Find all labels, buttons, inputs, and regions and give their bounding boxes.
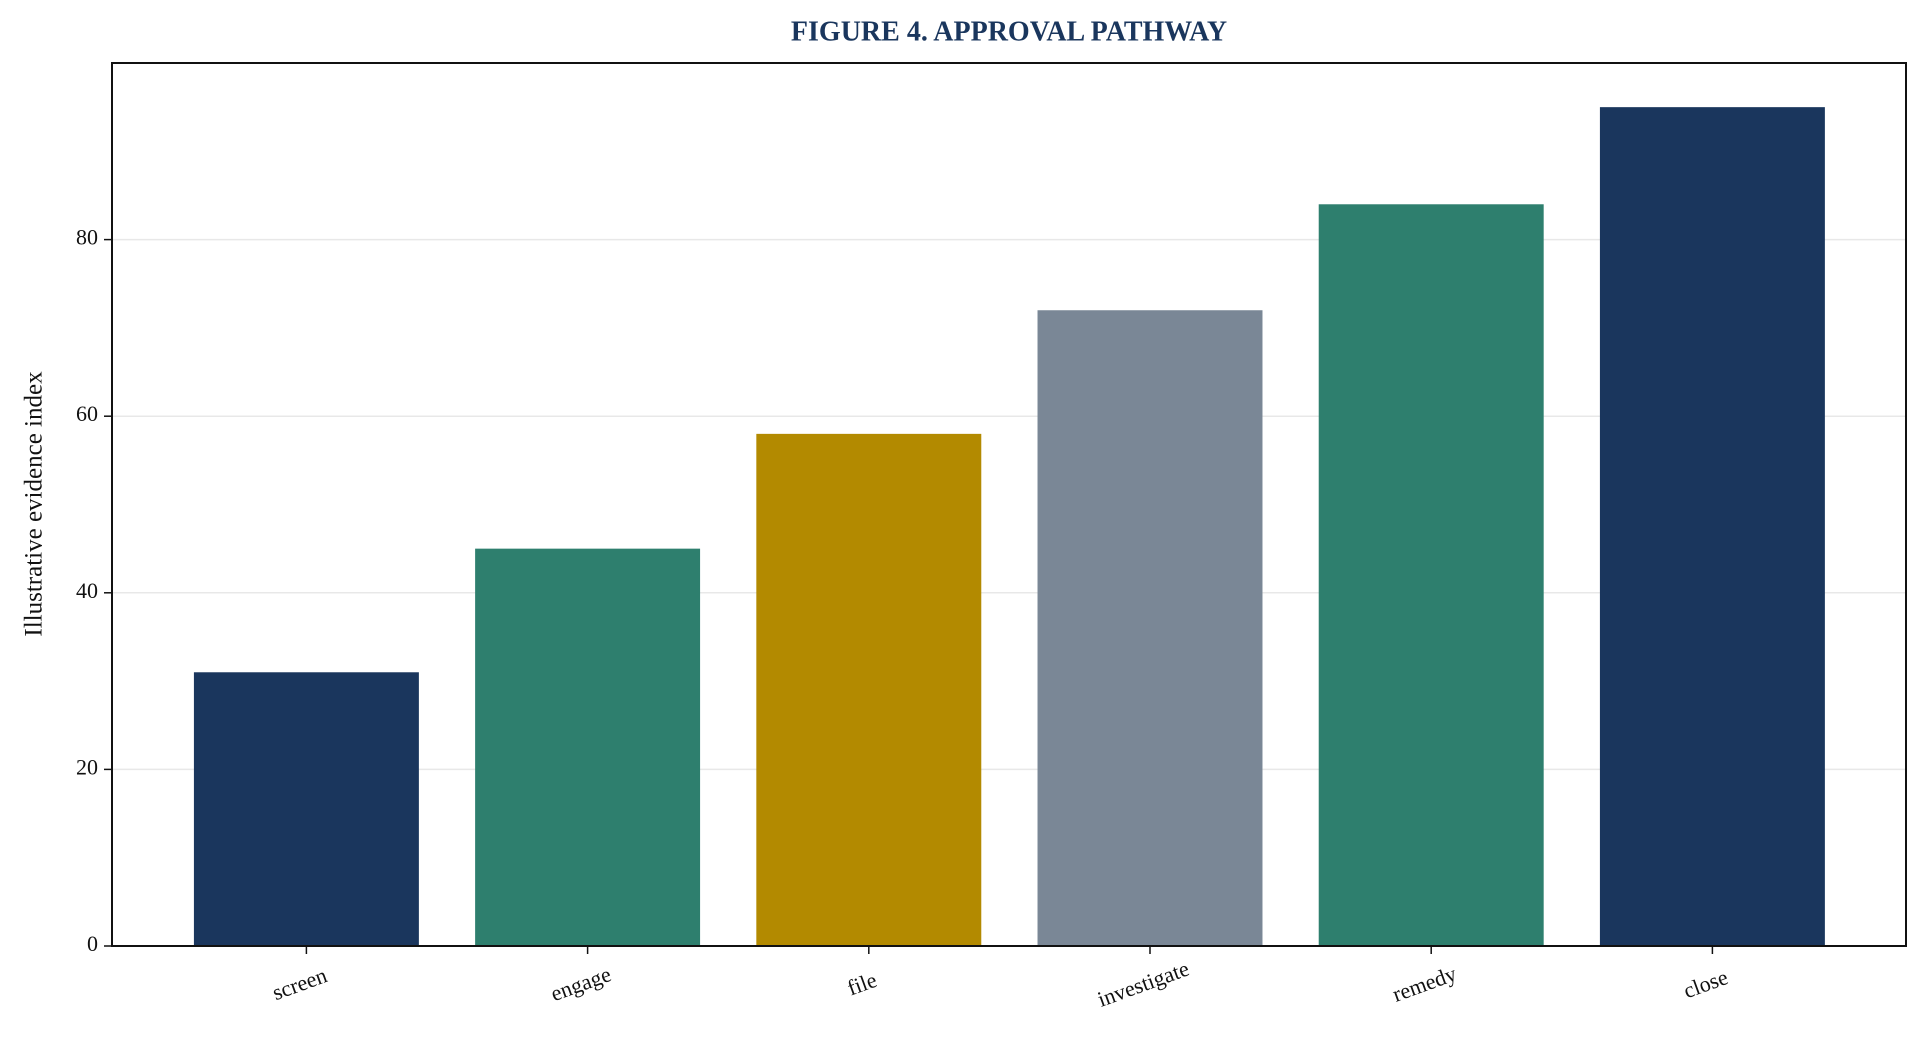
bar	[193, 672, 419, 946]
y-tick-label: 60	[76, 401, 98, 426]
bar	[1037, 310, 1263, 946]
x-tick-label: file	[844, 967, 880, 1001]
chart-title: FIGURE 4. APPROVAL PATHWAY	[791, 16, 1227, 47]
y-axis-label: Illustrative evidence index	[21, 371, 48, 637]
x-tick-label: investigate	[1094, 956, 1192, 1012]
y-tick-label: 0	[87, 931, 98, 956]
x-tick-label: close	[1680, 964, 1731, 1003]
bar	[756, 433, 982, 946]
x-tick-label: remedy	[1389, 961, 1460, 1007]
x-tick-label: engage	[547, 961, 614, 1006]
y-tick-label: 80	[76, 225, 98, 250]
y-tick-label: 40	[76, 578, 98, 603]
bar	[1318, 204, 1544, 946]
bar	[1599, 107, 1825, 946]
y-tick-label: 20	[76, 754, 98, 779]
bar	[475, 548, 701, 946]
x-tick-label: screen	[269, 962, 330, 1005]
plot-frame	[111, 62, 1907, 947]
